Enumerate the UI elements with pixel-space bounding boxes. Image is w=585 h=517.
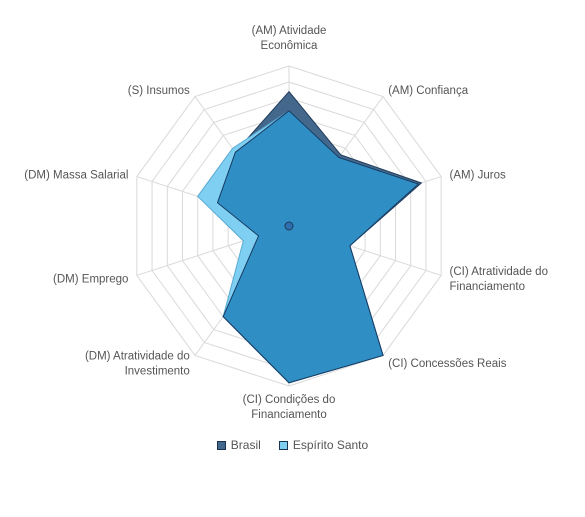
- category-label-line: (CI) Condições do: [243, 394, 336, 406]
- legend-item-espirito-santo: Espírito Santo: [278, 438, 369, 452]
- category-label-line: Investimento: [125, 366, 190, 378]
- category-label-line: Econômica: [261, 40, 318, 52]
- category-label-line: (CI) Concessões Reais: [388, 358, 506, 370]
- category-label-7: (DM) Emprego: [53, 274, 128, 286]
- category-label-8: (DM) Massa Salarial: [24, 169, 128, 181]
- category-label-line: (S) Insumos: [128, 85, 190, 97]
- chart-legend: Brasil Espírito Santo: [0, 438, 585, 452]
- category-label-3: (CI) Atratividade do Financiamento: [450, 266, 548, 293]
- legend-item-brasil: Brasil: [216, 438, 261, 452]
- category-label-2: (AM) Juros: [450, 169, 506, 181]
- category-label-6: (DM) Atratividade do Investimento: [85, 351, 190, 378]
- category-label-line: (AM) Juros: [450, 169, 506, 181]
- category-label-line: (AM) Confiança: [388, 85, 468, 97]
- category-label-line: (DM) Atratividade do: [85, 351, 190, 363]
- category-label-line: (CI) Atratividade do: [450, 266, 548, 278]
- legend-label-espirito-santo: Espírito Santo: [292, 438, 369, 452]
- category-label-0: (AM) Atividade Econômica: [252, 25, 327, 52]
- legend-swatch-brasil: [216, 440, 226, 450]
- center-marker: [284, 221, 294, 231]
- category-label-1: (AM) Confiança: [388, 85, 468, 97]
- category-label-5: (CI) Condições do Financiamento: [243, 394, 336, 421]
- category-label-line: (DM) Emprego: [53, 274, 128, 286]
- category-label-9: (S) Insumos: [128, 85, 190, 97]
- category-label-line: (AM) Atividade: [252, 25, 327, 37]
- category-label-line: Financiamento: [450, 281, 525, 293]
- series-area-overlap: [216, 110, 420, 384]
- category-label-line: (DM) Massa Salarial: [24, 169, 128, 181]
- category-label-line: Financiamento: [251, 409, 326, 421]
- legend-swatch-espirito-santo: [278, 440, 288, 450]
- category-label-4: (CI) Concessões Reais: [388, 358, 506, 370]
- legend-label-brasil: Brasil: [230, 438, 261, 452]
